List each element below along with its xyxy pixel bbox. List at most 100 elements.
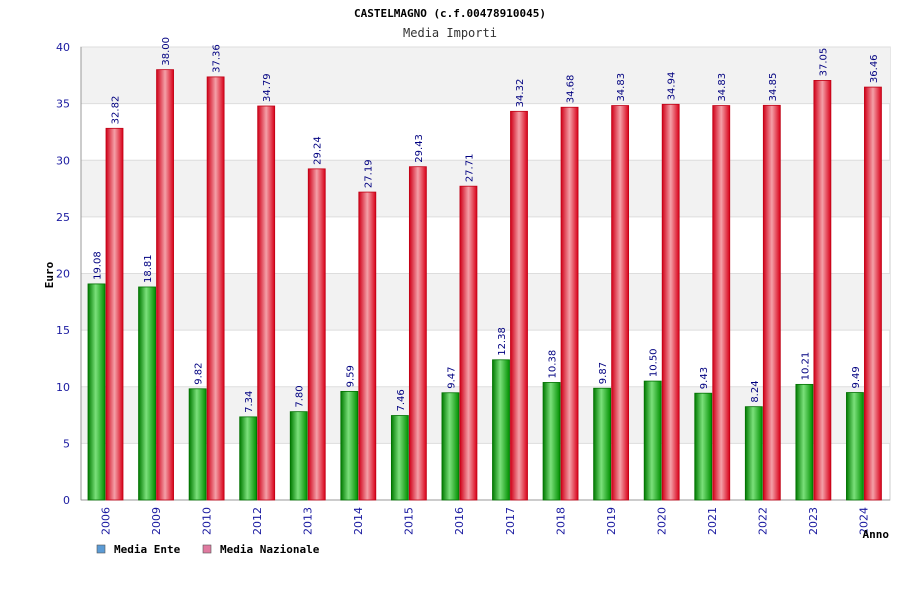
bar [459, 185, 478, 501]
x-tick-label: 2019 [605, 507, 618, 535]
bar [257, 105, 276, 501]
bar [611, 105, 630, 501]
bar-value-label: 19.08 [93, 251, 104, 280]
bar-value-label: 12.38 [497, 327, 508, 356]
legend: Media Ente Media Nazionale [96, 543, 320, 556]
bar-value-label: 7.46 [396, 389, 407, 411]
x-axis-ticks: 2006 2009 2010 2012 2013 2014 2015 2016 2017 2018… [99, 507, 870, 535]
bar-value-label: 9.43 [699, 367, 710, 389]
bar-value-label: 32.82 [111, 96, 122, 125]
bar-value-label: 10.21 [800, 352, 811, 381]
bar [390, 415, 409, 501]
bar [694, 392, 713, 501]
bar [593, 387, 612, 501]
bar [492, 359, 510, 501]
bar-value-label: 34.94 [667, 72, 678, 101]
bar-value-label: 27.19 [363, 159, 374, 188]
x-tick-label: 2018 [554, 507, 567, 535]
bar-value-label: 10.50 [649, 348, 660, 377]
bar-value-label: 8.24 [750, 380, 761, 402]
bar [510, 110, 528, 501]
legend-swatch [96, 544, 106, 554]
x-tick-label: 2006 [99, 507, 112, 535]
x-tick-label: 2021 [706, 507, 719, 535]
bar [846, 392, 864, 501]
bar [795, 383, 814, 501]
bar [744, 406, 763, 501]
bar-value-label: 7.34 [244, 391, 255, 413]
bar-value-label: 7.80 [295, 385, 306, 407]
bar [661, 103, 680, 501]
bar [206, 76, 225, 501]
x-tick-label: 2010 [200, 507, 213, 535]
x-tick-label: 2020 [655, 507, 668, 535]
x-tick-label: 2012 [251, 507, 264, 535]
y-axis-label: Euro [43, 261, 56, 288]
bar [643, 380, 662, 501]
bar-value-label: 37.05 [818, 48, 829, 77]
x-tick-label: 2016 [453, 507, 466, 535]
chart-subtitle: Media Importi [403, 26, 497, 40]
x-tick-label: 2022 [757, 507, 770, 535]
x-tick-label: 2023 [807, 507, 820, 535]
bar-value-label: 9.47 [446, 366, 457, 388]
y-tick-label: 10 [56, 381, 70, 394]
y-tick-label: 35 [56, 98, 70, 111]
bar [542, 382, 561, 501]
bar [87, 283, 106, 501]
bar-value-label: 34.32 [515, 79, 526, 108]
bar-value-label: 36.46 [869, 54, 880, 83]
y-tick-label: 5 [63, 437, 70, 450]
legend-label: Media Nazionale [220, 543, 320, 556]
bar [105, 127, 124, 501]
y-tick-label: 0 [63, 494, 70, 507]
bar-value-label: 34.68 [566, 75, 577, 104]
bar [289, 411, 308, 501]
bar [156, 69, 174, 501]
bar-value-label: 9.59 [345, 365, 356, 387]
bar [340, 390, 359, 501]
legend-label: Media Ente [114, 543, 181, 556]
bar [307, 168, 326, 501]
legend-swatch [202, 544, 212, 554]
bar-value-label: 29.24 [313, 136, 324, 165]
bar [239, 416, 258, 501]
y-tick-label: 40 [56, 41, 70, 54]
bars: 19.08 32.82 18.81 38.00 9.82 37.36 7.34 34.79 7.… [87, 37, 882, 501]
bar [864, 86, 882, 501]
y-tick-label: 15 [56, 324, 70, 337]
bar-value-label: 38.00 [161, 37, 172, 66]
bar-value-label: 9.87 [598, 362, 609, 384]
bar-value-label: 34.85 [768, 73, 779, 102]
bar-value-label: 37.36 [212, 44, 223, 73]
x-axis-label: Anno [863, 528, 890, 541]
bar [712, 105, 731, 501]
chart-title: CASTELMAGNO (c.f.00478910045) [354, 7, 546, 20]
x-tick-label: 2009 [150, 507, 163, 535]
x-tick-label: 2013 [302, 507, 315, 535]
bar [560, 106, 579, 501]
x-tick-label: 2024 [858, 507, 871, 535]
bar-value-label: 27.71 [464, 154, 475, 183]
x-tick-label: 2015 [403, 507, 416, 535]
bar-value-label: 18.81 [143, 254, 154, 283]
bar-value-label: 29.43 [414, 134, 425, 163]
bar-value-label: 34.79 [262, 73, 273, 102]
bar-value-label: 9.82 [194, 363, 205, 385]
bar [188, 388, 207, 501]
bar [813, 80, 832, 501]
x-tick-label: 2014 [352, 507, 365, 535]
y-tick-label: 20 [56, 268, 70, 281]
bar-value-label: 10.38 [548, 350, 559, 379]
bar [358, 191, 377, 501]
bar [762, 104, 781, 501]
bar-value-label: 34.83 [616, 73, 627, 102]
y-tick-label: 30 [56, 154, 70, 167]
bar-value-label: 9.49 [851, 366, 862, 388]
y-tick-label: 25 [56, 211, 70, 224]
x-tick-label: 2017 [504, 507, 517, 535]
bar-value-label: 34.83 [717, 73, 728, 102]
bar [441, 392, 460, 501]
